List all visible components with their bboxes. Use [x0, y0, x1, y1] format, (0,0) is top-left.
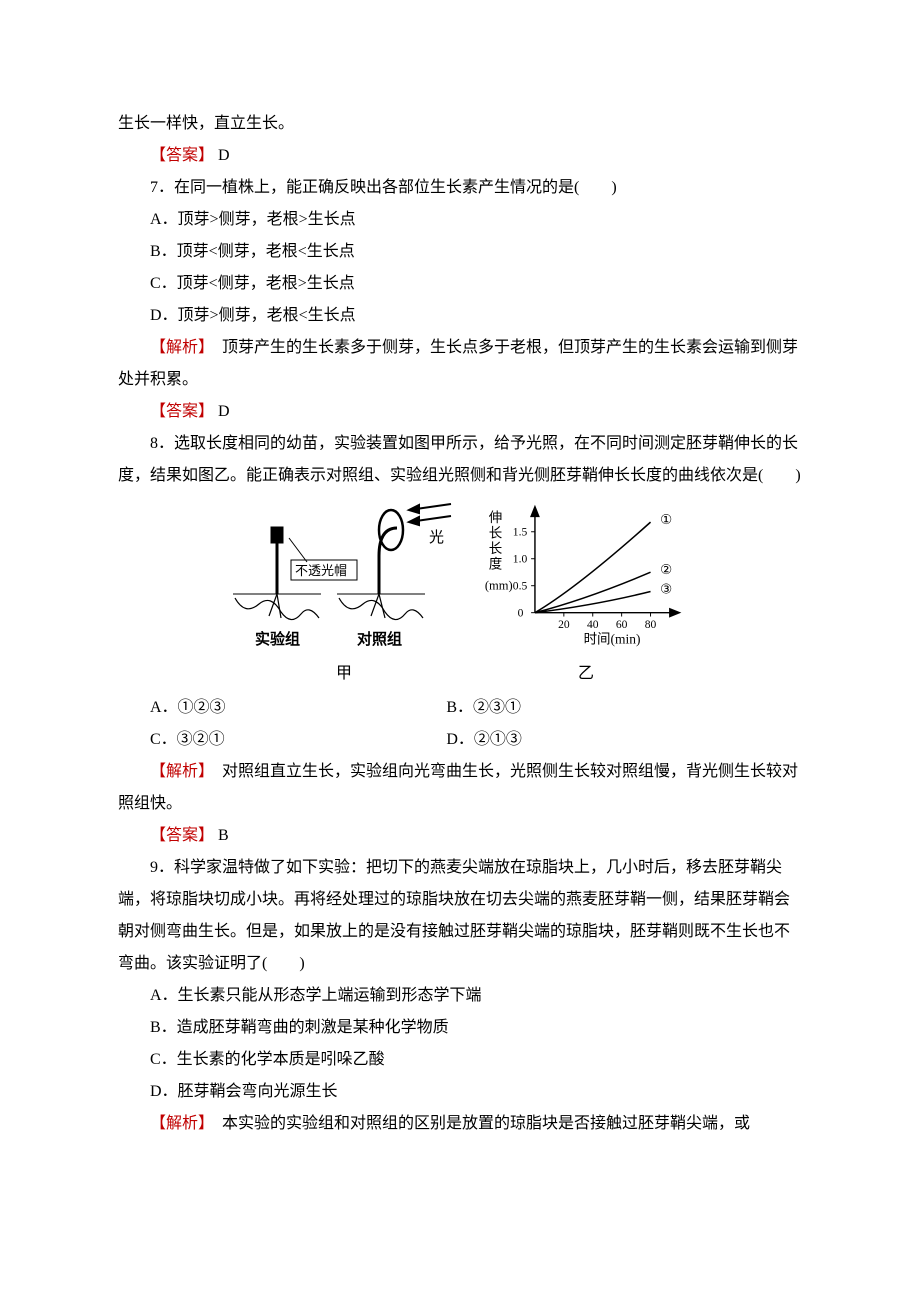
answer-label: 【答案】 — [150, 147, 214, 164]
ytick-2: 1.0 — [513, 554, 528, 566]
svg-text:长: 长 — [489, 526, 503, 541]
q8-analysis: 【解析】 对照组直立生长，实验组向光弯曲生长，光照侧生长较对照组慢，背光侧生长较… — [118, 756, 802, 820]
analysis-label: 【解析】 — [150, 763, 206, 780]
q7-stem: 7．在同一植株上，能正确反映出各部位生长素产生情况的是( ) — [118, 172, 802, 204]
xtick-2: 60 — [616, 619, 628, 631]
q8-option-b: B．②③① — [446, 692, 802, 724]
xtick-1: 40 — [587, 619, 599, 631]
q8-answer: 【答案】 B — [118, 820, 802, 852]
q9-option-a: A．生长素只能从形态学上端运输到形态学下端 — [118, 980, 802, 1012]
analysis-label: 【解析】 — [150, 339, 206, 356]
q9-option-c: C．生长素的化学本质是吲哚乙酸 — [118, 1044, 802, 1076]
q9-analysis: 【解析】 本实验的实验组和对照组的区别是放置的琼脂块是否接触过胚芽鞘尖端，或 — [118, 1108, 802, 1140]
fig-caption-left: 甲 — [229, 658, 459, 690]
xtick-0: 20 — [558, 619, 570, 631]
q7-answer: 【答案】 D — [118, 396, 802, 428]
ctrl-label: 对照组 — [357, 630, 402, 648]
q7-option-b: B．顶芽<侧芽，老根<生长点 — [118, 236, 802, 268]
q9-stem: 9．科学家温特做了如下实验：把切下的燕麦尖端放在琼脂块上，几小时后，移去胚芽鞘尖… — [118, 852, 802, 980]
cap-label: 不透光帽 — [295, 563, 347, 578]
q7-analysis: 【解析】 顶芽产生的生长素多于侧芽，生长点多于老根，但顶芽产生的生长素会运输到侧… — [118, 332, 802, 396]
q8-option-d: D．②①③ — [446, 724, 802, 756]
series-1: ① — [660, 512, 672, 527]
q9-option-b: B．造成胚芽鞘弯曲的刺激是某种化学物质 — [118, 1012, 802, 1044]
q9-analysis-text: 本实验的实验组和对照组的区别是放置的琼脂块是否接触过胚芽鞘尖端，或 — [206, 1115, 750, 1132]
ytick-3: 1.5 — [513, 527, 528, 539]
q8-figure-left: 光 — [229, 498, 459, 690]
light-label: 光 — [429, 529, 444, 546]
q7-option-c: C．顶芽<侧芽，老根>生长点 — [118, 268, 802, 300]
analysis-label: 【解析】 — [150, 1115, 206, 1132]
q8-figure-right: 伸 长 长 度 (mm) — [481, 498, 691, 690]
q7-option-d: D．顶芽>侧芽，老根<生长点 — [118, 300, 802, 332]
q6-answer: 【答案】 D — [118, 140, 802, 172]
q7-option-a: A．顶芽>侧芽，老根>生长点 — [118, 204, 802, 236]
answer-label: 【答案】 — [150, 827, 214, 844]
q9-option-d: D．胚芽鞘会弯向光源生长 — [118, 1076, 802, 1108]
q8-answer-letter: B — [214, 827, 229, 844]
q8-option-a: A．①②③ — [118, 692, 446, 724]
exp-label: 实验组 — [255, 630, 300, 648]
series-3: ③ — [660, 581, 672, 596]
q6-answer-letter: D — [214, 147, 230, 164]
xtick-3: 80 — [645, 619, 657, 631]
q8-analysis-text: 对照组直立生长，实验组向光弯曲生长，光照侧生长较对照组慢，背光侧生长较对照组快。 — [118, 763, 798, 812]
q8-option-c: C．③②① — [118, 724, 446, 756]
x-label: 时间(min) — [584, 632, 641, 647]
ytick-0: 0 — [518, 608, 524, 620]
continuation-line: 生长一样快，直立生长。 — [118, 108, 802, 140]
q7-answer-letter: D — [214, 403, 230, 420]
answer-label: 【答案】 — [150, 403, 214, 420]
y-unit: (mm) — [485, 579, 513, 593]
q8-option-row-2: C．③②① D．②①③ — [118, 724, 802, 756]
q8-figure: 光 — [118, 498, 802, 690]
svg-text:伸: 伸 — [489, 510, 502, 525]
ytick-1: 0.5 — [513, 581, 528, 593]
q8-stem: 8．选取长度相同的幼苗，实验装置如图甲所示，给予光照，在不同时间测定胚芽鞘伸长的… — [118, 428, 802, 492]
q8-option-row-1: A．①②③ B．②③① — [118, 692, 802, 724]
svg-text:长: 长 — [489, 541, 503, 556]
svg-text:度: 度 — [489, 556, 502, 571]
series-2: ② — [660, 562, 672, 577]
q7-analysis-text: 顶芽产生的生长素多于侧芽，生长点多于老根，但顶芽产生的生长素会运输到侧芽处并积累… — [118, 339, 798, 388]
fig-caption-right: 乙 — [481, 658, 691, 690]
